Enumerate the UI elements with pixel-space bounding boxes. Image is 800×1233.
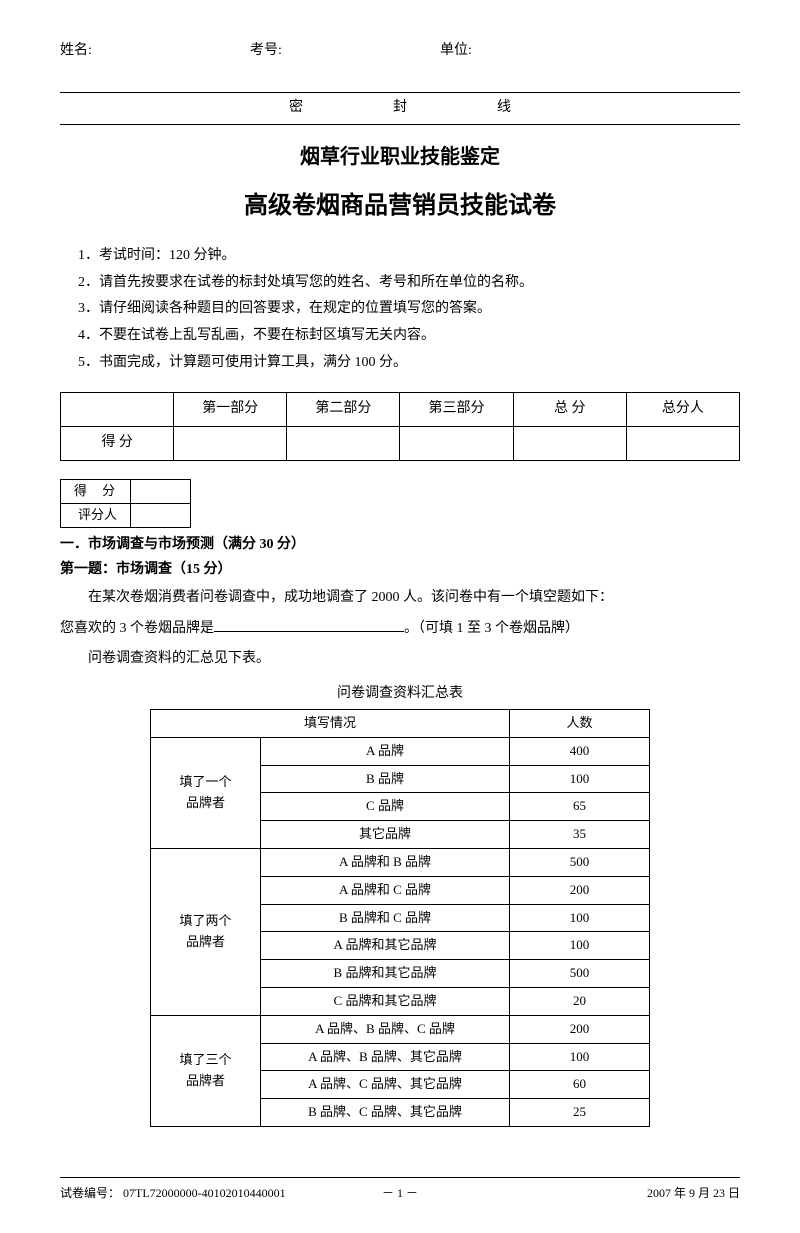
table-row: 填了三个 品牌者 A 品牌、B 品牌、C 品牌 200 [151, 1015, 650, 1043]
mini-score-label: 得 分 [61, 480, 131, 504]
name-field: 姓名: [60, 40, 240, 62]
examno-field: 考号: [250, 40, 430, 62]
paragraph: 问卷调查资料的汇总见下表。 [60, 646, 740, 673]
blank-underline [214, 618, 404, 632]
item-cell: B 品牌 [261, 765, 510, 793]
item-cell: C 品牌 [261, 793, 510, 821]
fill-blank-line: 您喜欢的 3 个卷烟品牌是 。（可填 1 至 3 个卷烟品牌） [60, 616, 740, 643]
group-label: 填了一个 品牌者 [151, 737, 261, 848]
section-heading: 一．市场调查与市场预测（满分 30 分） [60, 534, 740, 556]
mini-score-table: 得 分 评分人 [60, 479, 191, 528]
item-cell: 其它品牌 [261, 821, 510, 849]
document-subtitle: 烟草行业职业技能鉴定 [60, 141, 740, 173]
item-cell: C 品牌和其它品牌 [261, 988, 510, 1016]
unit-label: 单位: [440, 40, 472, 62]
score-cell [174, 427, 287, 461]
item-cell: B 品牌和其它品牌 [261, 960, 510, 988]
score-col [61, 393, 174, 427]
count-cell: 100 [510, 765, 650, 793]
score-value-row: 得 分 [61, 427, 740, 461]
count-cell: 200 [510, 1015, 650, 1043]
seal-char-1: 密 [289, 97, 303, 119]
score-header-row: 第一部分 第二部分 第三部分 总 分 总分人 [61, 393, 740, 427]
item-cell: A 品牌和其它品牌 [261, 932, 510, 960]
document-title: 高级卷烟商品营销员技能试卷 [60, 187, 740, 225]
seal-rule-top [60, 92, 740, 93]
count-cell: 60 [510, 1071, 650, 1099]
table-row: 得 分 [61, 480, 191, 504]
score-col: 第三部分 [400, 393, 513, 427]
mini-grader-value [131, 504, 191, 528]
item-cell: B 品牌和 C 品牌 [261, 904, 510, 932]
unit-field: 单位: [440, 40, 740, 62]
col-situation: 填写情况 [151, 710, 510, 738]
table-row: 填了两个 品牌者 A 品牌和 B 品牌 500 [151, 849, 650, 877]
seal-words: 密 封 线 [60, 97, 740, 119]
paragraph: 在某次卷烟消费者问卷调查中，成功地调查了 2000 人。该问卷中有一个填空题如下… [60, 585, 740, 612]
count-cell: 400 [510, 737, 650, 765]
seal-char-3: 线 [497, 97, 511, 119]
seal-char-2: 封 [393, 97, 407, 119]
count-cell: 500 [510, 960, 650, 988]
score-col: 总 分 [513, 393, 626, 427]
instructions-list: 1．考试时间：120 分钟。 2．请首先按要求在试卷的标封处填写您的姓名、考号和… [78, 243, 740, 376]
seal-line: 密 封 线 [60, 92, 740, 124]
blank-suffix: 。（可填 1 至 3 个卷烟品牌） [404, 621, 579, 636]
item-cell: B 品牌、C 品牌、其它品牌 [261, 1099, 510, 1127]
item-cell: A 品牌 [261, 737, 510, 765]
score-col: 总分人 [626, 393, 739, 427]
count-cell: 100 [510, 904, 650, 932]
item-cell: A 品牌、B 品牌、其它品牌 [261, 1043, 510, 1071]
score-row-label: 得 分 [61, 427, 174, 461]
item-cell: A 品牌和 B 品牌 [261, 849, 510, 877]
instruction-item: 5．书面完成，计算题可使用计算工具，满分 100 分。 [78, 350, 740, 377]
score-col: 第二部分 [287, 393, 400, 427]
survey-table: 填写情况 人数 填了一个 品牌者 A 品牌 400 B 品牌 100 C 品牌 … [150, 709, 650, 1127]
instruction-item: 2．请首先按要求在试卷的标封处填写您的姓名、考号和所在单位的名称。 [78, 270, 740, 297]
group-label: 填了三个 品牌者 [151, 1015, 261, 1126]
count-cell: 65 [510, 793, 650, 821]
blank-prefix: 您喜欢的 3 个卷烟品牌是 [60, 621, 214, 636]
instruction-item: 1．考试时间：120 分钟。 [78, 243, 740, 270]
page-footer: 试卷编号： 07TL72000000-40102010440001 － 1 － … [60, 1177, 740, 1203]
instruction-item: 3．请仔细阅读各种题目的回答要求，在规定的位置填写您的答案。 [78, 296, 740, 323]
table-caption: 问卷调查资料汇总表 [60, 683, 740, 705]
col-count: 人数 [510, 710, 650, 738]
score-cell [400, 427, 513, 461]
score-cell [626, 427, 739, 461]
count-cell: 25 [510, 1099, 650, 1127]
item-cell: A 品牌、B 品牌、C 品牌 [261, 1015, 510, 1043]
header-fields: 姓名: 考号: 单位: [60, 40, 740, 62]
count-cell: 100 [510, 1043, 650, 1071]
footer-right: 2007 年 9 月 23 日 [647, 1184, 740, 1203]
examno-label: 考号: [250, 40, 282, 62]
item-cell: A 品牌、C 品牌、其它品牌 [261, 1071, 510, 1099]
score-cell [513, 427, 626, 461]
count-cell: 200 [510, 876, 650, 904]
table-row: 评分人 [61, 504, 191, 528]
instruction-item: 4．不要在试卷上乱写乱画，不要在标封区填写无关内容。 [78, 323, 740, 350]
mini-score-value [131, 480, 191, 504]
question-heading: 第一题：市场调查（15 分） [60, 559, 740, 581]
table-row: 填了一个 品牌者 A 品牌 400 [151, 737, 650, 765]
footer-page-number: － 1 － [382, 1184, 418, 1203]
table-header-row: 填写情况 人数 [151, 710, 650, 738]
score-col: 第一部分 [174, 393, 287, 427]
group-label: 填了两个 品牌者 [151, 849, 261, 1016]
score-cell [287, 427, 400, 461]
count-cell: 35 [510, 821, 650, 849]
item-cell: A 品牌和 C 品牌 [261, 876, 510, 904]
seal-rule-bot [60, 124, 740, 125]
count-cell: 500 [510, 849, 650, 877]
footer-left: 试卷编号： 07TL72000000-40102010440001 [60, 1184, 286, 1203]
score-table: 第一部分 第二部分 第三部分 总 分 总分人 得 分 [60, 392, 740, 461]
name-label: 姓名: [60, 40, 92, 62]
count-cell: 20 [510, 988, 650, 1016]
count-cell: 100 [510, 932, 650, 960]
mini-grader-label: 评分人 [61, 504, 131, 528]
